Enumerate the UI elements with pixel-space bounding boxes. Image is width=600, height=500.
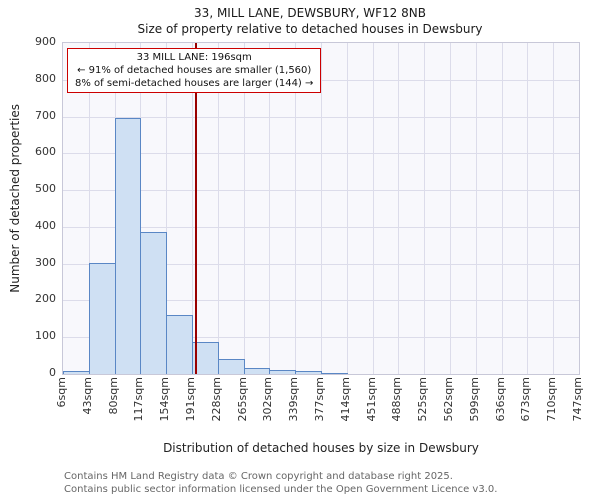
x-tick-label: 599sqm — [467, 377, 481, 422]
annotation-box: 33 MILL LANE: 196sqm ← 91% of detached h… — [67, 48, 322, 93]
annotation-property-line: 33 MILL LANE: 196sqm — [136, 52, 252, 63]
histogram-bar — [114, 118, 142, 374]
y-tick-label: 700 — [35, 108, 56, 122]
attribution-line-2: Contains public sector information licen… — [64, 483, 498, 495]
x-gridline — [346, 43, 348, 374]
plot-area: 33 MILL LANE: 196sqm ← 91% of detached h… — [62, 42, 580, 375]
attribution-footer: Contains HM Land Registry data © Crown c… — [64, 471, 497, 496]
y-tick-label: 400 — [35, 218, 56, 232]
chart-subtitle: Size of property relative to detached ho… — [137, 22, 483, 36]
x-tick-label: 339sqm — [287, 377, 301, 422]
x-tick-label: 710sqm — [545, 377, 559, 422]
x-tick-label: 488sqm — [390, 377, 404, 422]
x-tick-label: 636sqm — [493, 377, 507, 422]
histogram-bar — [88, 262, 116, 374]
x-tick-label: 673sqm — [519, 377, 533, 422]
x-gridline — [501, 43, 503, 374]
x-gridline — [424, 43, 426, 374]
property-size-marker-line — [195, 43, 198, 374]
x-tick-label: 191sqm — [184, 377, 197, 422]
histogram-bar — [217, 359, 245, 374]
x-tick-label: 154sqm — [158, 377, 172, 422]
x-tick-label: 747sqm — [571, 377, 584, 422]
x-gridline — [88, 43, 90, 374]
x-gridline — [166, 43, 168, 374]
x-axis-label: Distribution of detached houses by size … — [163, 441, 479, 455]
x-gridline — [295, 43, 297, 374]
x-tick-label: 302sqm — [261, 377, 275, 422]
x-tick-label: 451sqm — [364, 377, 378, 422]
x-tick-label: 6sqm — [55, 377, 68, 408]
x-tick-label: 525sqm — [416, 377, 430, 422]
y-tick-label: 200 — [35, 292, 56, 306]
x-gridline — [243, 43, 245, 374]
histogram-bar — [321, 372, 348, 374]
x-gridline — [321, 43, 322, 374]
annotation-larger-line: 8% of semi-detached houses are larger (1… — [75, 78, 314, 89]
y-tick-label: 600 — [35, 145, 56, 159]
x-gridline — [527, 43, 529, 374]
x-tick-label: 265sqm — [235, 377, 249, 422]
x-gridline — [553, 43, 555, 374]
histogram-bar — [295, 371, 322, 374]
x-tick-label: 228sqm — [209, 377, 223, 422]
x-tick-label: 80sqm — [106, 377, 120, 415]
histogram-bar — [243, 368, 271, 374]
x-gridline — [372, 43, 374, 374]
x-gridline — [475, 43, 477, 374]
y-tick-label: 900 — [35, 35, 56, 48]
x-gridline — [217, 43, 219, 374]
x-gridline — [450, 43, 451, 374]
chart-title: 33, MILL LANE, DEWSBURY, WF12 8NB — [194, 6, 426, 20]
y-tick-label: 0 — [49, 366, 56, 379]
y-tick-label: 500 — [35, 182, 56, 196]
histogram-bar — [166, 315, 193, 374]
x-tick-label: 414sqm — [338, 377, 352, 422]
y-tick-label: 800 — [35, 71, 56, 85]
histogram-bar — [269, 369, 297, 374]
histogram-bar — [63, 371, 90, 374]
x-gridline — [192, 43, 193, 374]
y-tick-label: 300 — [35, 255, 56, 269]
annotation-smaller-line: ← 91% of detached houses are smaller (1,… — [77, 65, 312, 76]
x-tick-label: 377sqm — [313, 377, 326, 422]
x-tick-label: 43sqm — [80, 377, 94, 415]
histogram-bar — [140, 232, 168, 374]
x-tick-label: 117sqm — [132, 377, 146, 422]
y-tick-label: 100 — [35, 329, 56, 343]
x-gridline — [398, 43, 400, 374]
x-tick-label: 562sqm — [442, 377, 455, 422]
attribution-line-1: Contains HM Land Registry data © Crown c… — [64, 471, 453, 482]
x-gridline — [269, 43, 271, 374]
